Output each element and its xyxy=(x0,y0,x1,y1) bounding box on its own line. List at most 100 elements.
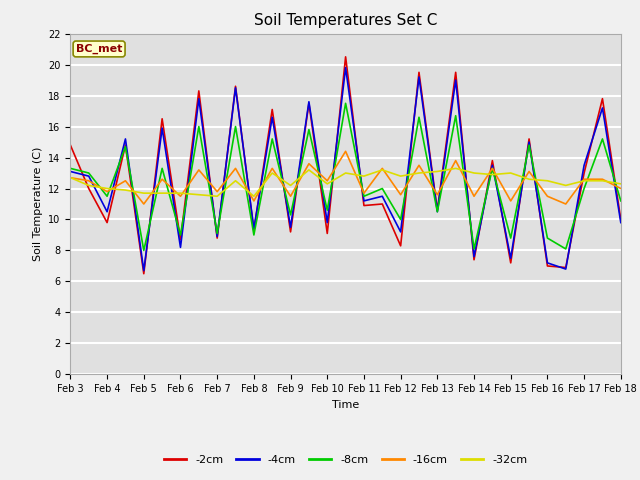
Legend: -2cm, -4cm, -8cm, -16cm, -32cm: -2cm, -4cm, -8cm, -16cm, -32cm xyxy=(159,451,532,469)
-4cm xyxy=(470,254,478,260)
Line: -16cm: -16cm xyxy=(70,151,621,204)
-4cm xyxy=(305,99,313,105)
-8cm xyxy=(268,136,276,142)
-32cm xyxy=(580,178,588,184)
-16cm xyxy=(140,201,148,207)
-2cm xyxy=(562,264,570,270)
-4cm xyxy=(378,193,386,199)
-32cm xyxy=(378,167,386,173)
-16cm xyxy=(452,158,460,164)
-4cm xyxy=(342,65,349,71)
-2cm xyxy=(103,220,111,226)
-16cm xyxy=(323,178,331,184)
-16cm xyxy=(177,193,184,199)
-2cm xyxy=(598,96,606,102)
-2cm xyxy=(213,235,221,241)
-2cm xyxy=(397,243,404,249)
-16cm xyxy=(287,193,294,199)
-16cm xyxy=(470,193,478,199)
-2cm xyxy=(470,257,478,263)
-32cm xyxy=(232,178,239,184)
-2cm xyxy=(177,237,184,242)
-32cm xyxy=(470,170,478,176)
-2cm xyxy=(580,170,588,176)
-16cm xyxy=(378,166,386,171)
-8cm xyxy=(213,230,221,236)
Text: BC_met: BC_met xyxy=(76,44,122,54)
-32cm xyxy=(397,173,404,179)
-8cm xyxy=(103,193,111,199)
-32cm xyxy=(452,166,460,171)
-32cm xyxy=(342,170,349,176)
-8cm xyxy=(415,114,423,120)
-32cm xyxy=(287,182,294,188)
-32cm xyxy=(122,187,129,193)
-8cm xyxy=(232,124,239,130)
-4cm xyxy=(543,260,551,266)
-8cm xyxy=(250,232,258,238)
-2cm xyxy=(415,70,423,75)
-32cm xyxy=(140,190,148,196)
-2cm xyxy=(287,229,294,235)
-16cm xyxy=(232,166,239,171)
-32cm xyxy=(562,182,570,188)
-32cm xyxy=(268,170,276,176)
-32cm xyxy=(507,170,515,176)
-2cm xyxy=(433,207,441,213)
-4cm xyxy=(323,220,331,226)
-4cm xyxy=(598,105,606,111)
-4cm xyxy=(250,226,258,232)
-8cm xyxy=(287,212,294,218)
-4cm xyxy=(232,85,239,91)
-16cm xyxy=(67,175,74,180)
-16cm xyxy=(122,178,129,184)
-16cm xyxy=(342,148,349,154)
-8cm xyxy=(525,142,533,148)
-32cm xyxy=(305,167,313,173)
-16cm xyxy=(397,192,404,198)
-8cm xyxy=(85,170,93,176)
-2cm xyxy=(250,228,258,233)
-2cm xyxy=(507,260,515,266)
-16cm xyxy=(158,176,166,182)
-2cm xyxy=(323,230,331,236)
-8cm xyxy=(580,186,588,192)
-8cm xyxy=(488,166,496,171)
-32cm xyxy=(213,193,221,199)
-8cm xyxy=(360,193,368,199)
-32cm xyxy=(488,172,496,178)
-32cm xyxy=(598,178,606,184)
-16cm xyxy=(250,198,258,204)
-8cm xyxy=(470,246,478,252)
-8cm xyxy=(305,127,313,132)
-16cm xyxy=(543,193,551,199)
-16cm xyxy=(598,176,606,182)
-2cm xyxy=(452,70,460,75)
-8cm xyxy=(122,144,129,150)
-4cm xyxy=(195,96,203,102)
-2cm xyxy=(158,116,166,121)
-16cm xyxy=(433,192,441,198)
X-axis label: Time: Time xyxy=(332,400,359,409)
-4cm xyxy=(287,224,294,230)
-2cm xyxy=(140,271,148,276)
-32cm xyxy=(177,190,184,196)
Title: Soil Temperatures Set C: Soil Temperatures Set C xyxy=(254,13,437,28)
-4cm xyxy=(122,136,129,142)
-32cm xyxy=(433,168,441,174)
-2cm xyxy=(268,107,276,112)
-2cm xyxy=(543,263,551,269)
-4cm xyxy=(580,162,588,168)
-16cm xyxy=(617,186,625,192)
-2cm xyxy=(122,142,129,148)
-4cm xyxy=(562,266,570,272)
-32cm xyxy=(250,193,258,199)
-8cm xyxy=(433,209,441,215)
-4cm xyxy=(617,220,625,226)
-8cm xyxy=(195,124,203,130)
-32cm xyxy=(415,170,423,176)
-2cm xyxy=(195,88,203,94)
-2cm xyxy=(67,142,74,148)
-16cm xyxy=(268,166,276,171)
-16cm xyxy=(580,176,588,182)
